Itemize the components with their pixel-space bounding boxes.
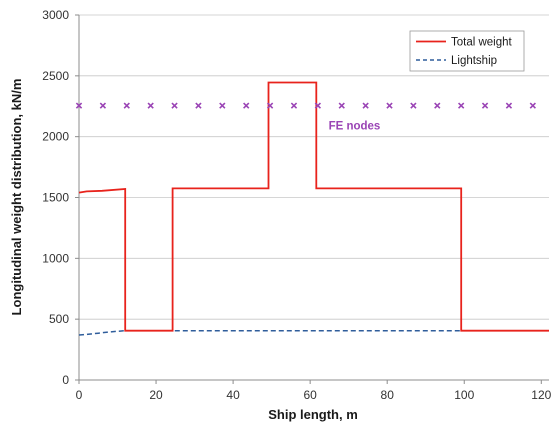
x-tick-label: 80 xyxy=(381,388,395,402)
x-tick-label: 120 xyxy=(531,388,551,402)
fe-node-markers xyxy=(75,102,536,109)
fe-node-marker xyxy=(75,102,83,109)
fe-node-marker xyxy=(338,102,345,109)
fe-node-marker xyxy=(481,102,489,109)
y-tick-label: 0 xyxy=(62,373,69,387)
y-tick-label: 500 xyxy=(49,312,69,326)
series-line-total-weight xyxy=(78,81,549,332)
fe-node-marker xyxy=(410,102,417,109)
y-tick-label: 2000 xyxy=(42,130,69,144)
y-axis-title: Longitudinal weight distribution, kN/m xyxy=(9,79,24,316)
fe-node-marker xyxy=(457,102,465,109)
fe-node-marker xyxy=(99,102,107,109)
fe-node-marker xyxy=(386,102,393,109)
axes xyxy=(75,14,549,384)
fe-node-marker xyxy=(195,102,202,109)
fe-node-marker xyxy=(314,102,322,109)
fe-node-marker xyxy=(171,102,178,109)
x-tick-label: 0 xyxy=(76,388,83,402)
fe-node-marker xyxy=(529,102,536,109)
x-tick-label: 40 xyxy=(226,388,240,402)
x-tick-labels: 0 20 40 60 80 100 120 xyxy=(76,388,551,402)
fe-node-marker xyxy=(219,102,226,109)
y-tick-label: 1500 xyxy=(42,191,69,205)
fe-node-marker xyxy=(505,102,513,109)
fe-node-marker xyxy=(123,102,130,109)
series-lines xyxy=(78,81,549,336)
y-tick-label: 1000 xyxy=(42,251,69,265)
fe-node-marker xyxy=(243,102,250,109)
fe-node-marker xyxy=(362,102,369,109)
grid-lines xyxy=(79,14,549,320)
fe-node-marker xyxy=(434,102,441,109)
legend-box xyxy=(409,30,525,72)
y-tick-label: 3000 xyxy=(42,8,69,22)
fe-node-marker xyxy=(266,102,274,109)
y-tick-label: 2500 xyxy=(42,69,69,83)
legend-label-total-weight: Total weight xyxy=(451,37,513,49)
x-tick-label: 20 xyxy=(149,388,163,402)
y-tick-labels: 0 500 1000 1500 2000 2500 3000 xyxy=(42,8,69,387)
x-axis-title: Ship length, m xyxy=(268,407,358,422)
fe-nodes-annotation: FE nodes xyxy=(329,120,381,132)
x-tick-label: 100 xyxy=(454,388,474,402)
legend-label-lightship: Lightship xyxy=(451,55,497,67)
fe-node-marker xyxy=(147,102,154,109)
legend: Total weight Lightship xyxy=(409,30,525,72)
series-line-lightship xyxy=(78,329,549,336)
fe-node-marker xyxy=(290,102,298,109)
x-tick-label: 60 xyxy=(303,388,317,402)
